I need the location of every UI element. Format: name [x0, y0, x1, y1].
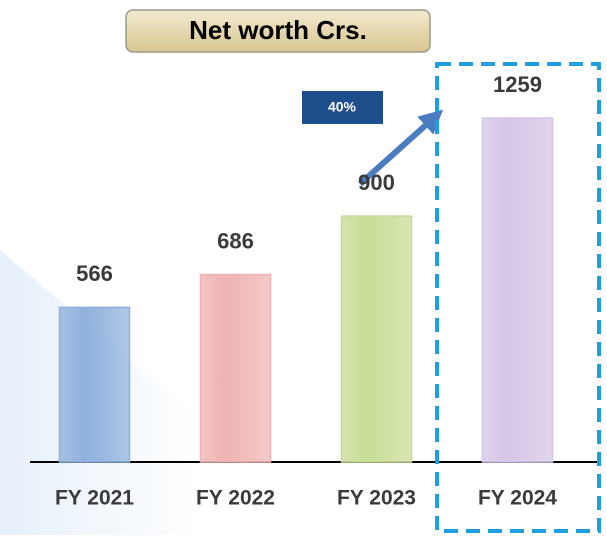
value-label: 1259	[493, 72, 542, 97]
title-box	[125, 9, 431, 53]
bar	[58, 306, 131, 463]
x-tick-label: FY 2023	[337, 487, 416, 510]
value-label: 686	[217, 228, 254, 253]
highlight-box	[435, 62, 601, 533]
bar	[199, 273, 272, 463]
growth-arrow	[357, 109, 444, 187]
x-tick-label: FY 2021	[55, 487, 134, 510]
chart-title: Net worth Crs.	[189, 15, 367, 45]
annotation: 40%	[328, 99, 357, 115]
bar	[481, 117, 554, 463]
annotation-box	[302, 91, 383, 124]
value-label: 566	[76, 261, 113, 286]
x-tick-label: FY 2022	[196, 487, 275, 510]
x-tick-label: FY 2024	[478, 487, 557, 510]
value-label: 900	[358, 170, 395, 195]
bar	[340, 215, 413, 463]
